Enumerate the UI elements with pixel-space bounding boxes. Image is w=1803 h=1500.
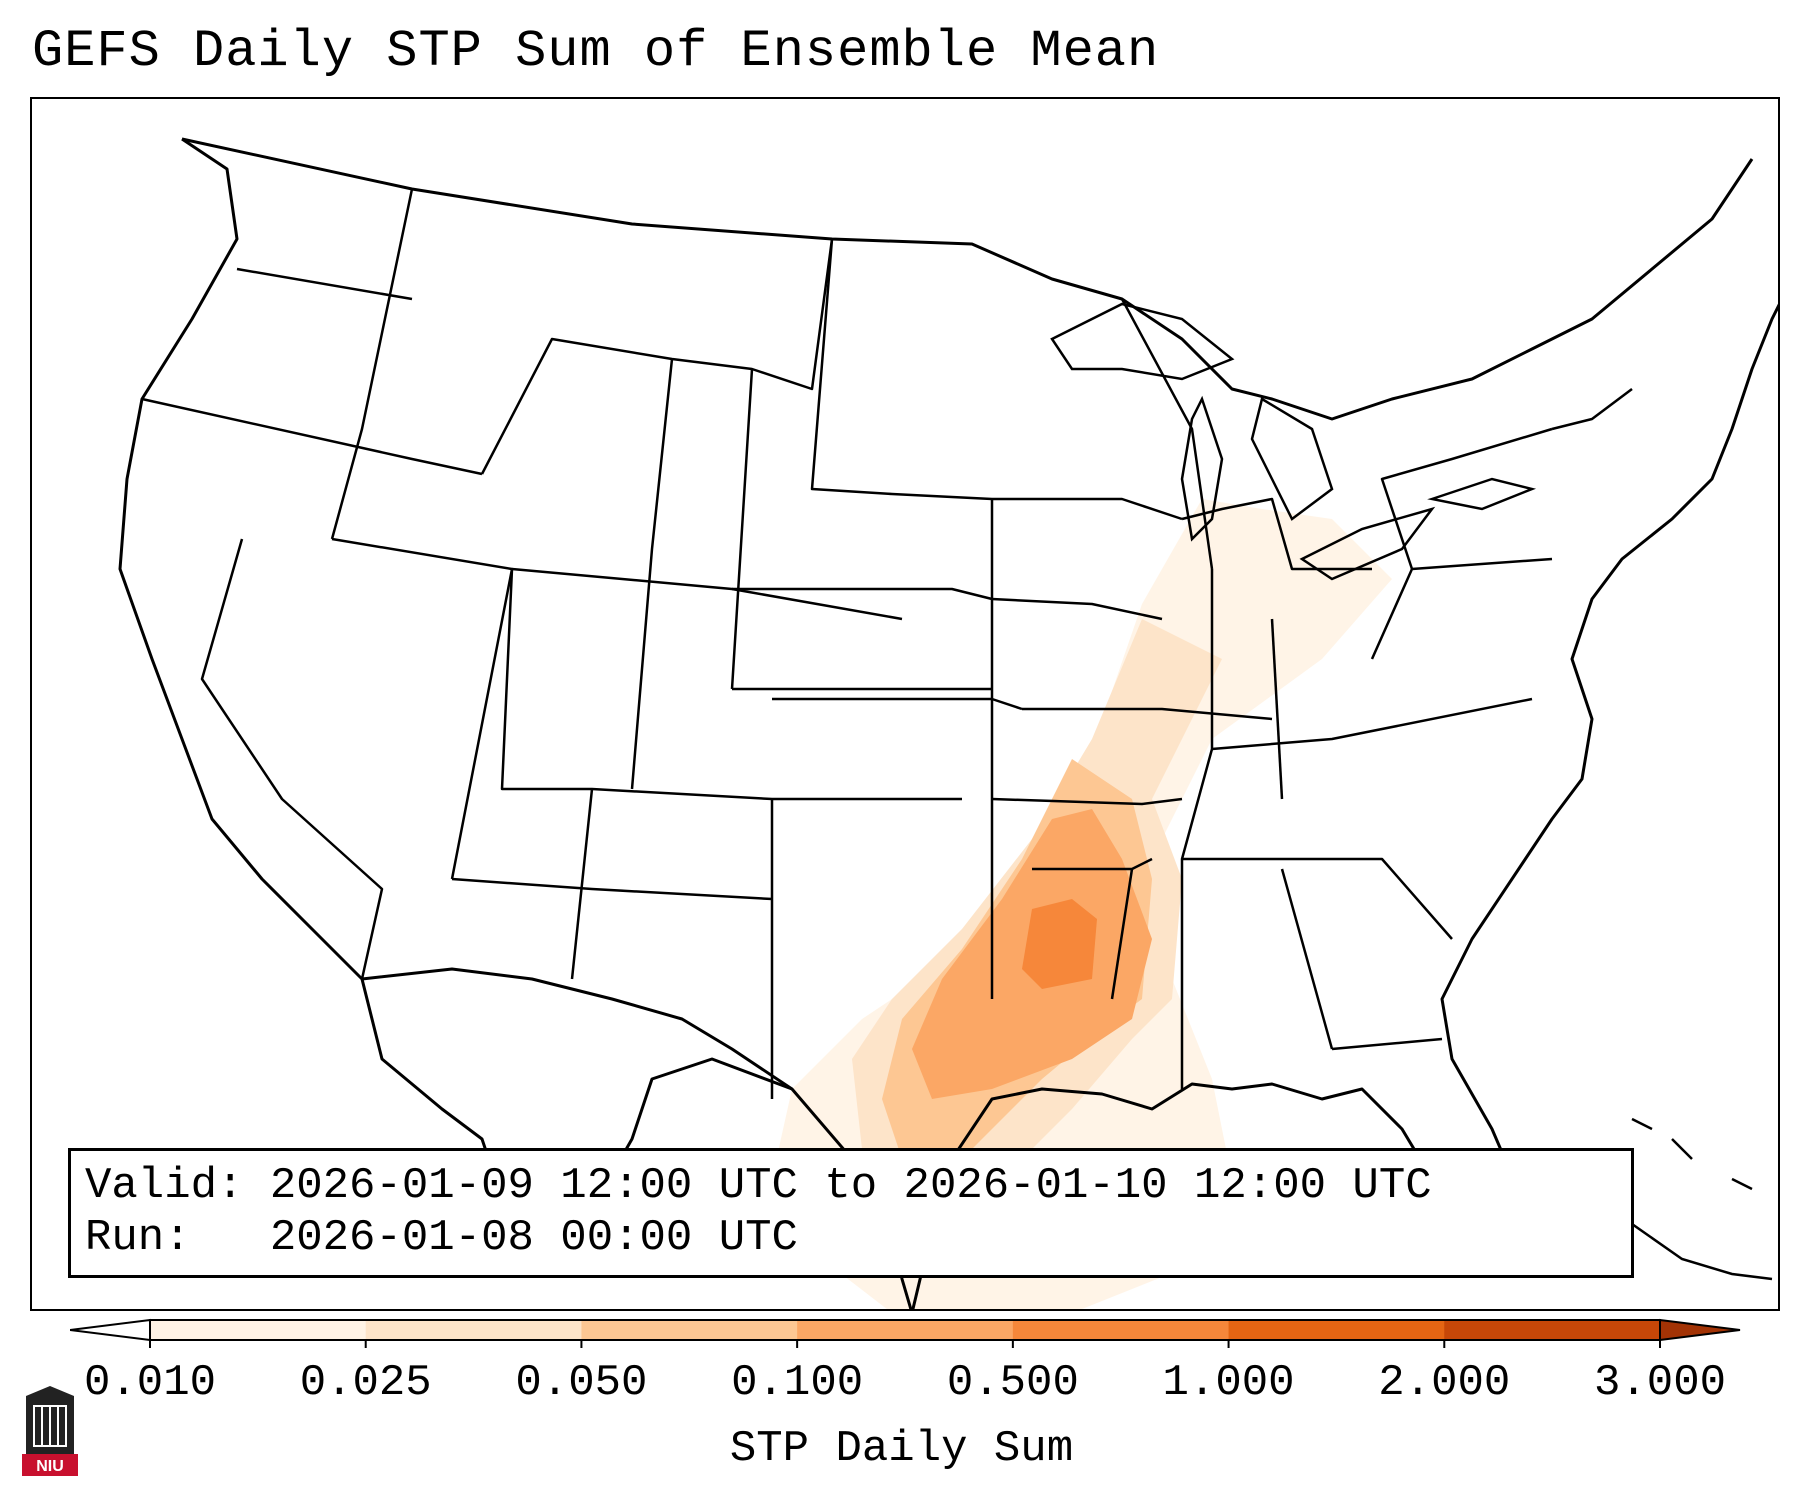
valid-run-info-box: Valid: 2026-01-09 12:00 UTC to 2026-01-1… [68,1148,1634,1278]
state-border [330,188,414,540]
state-border [1380,427,1553,570]
colorbar-tick-label: 0.100 [731,1358,864,1408]
island-outline [1631,1117,1653,1131]
state-border [1110,868,1134,1000]
colorbar [70,1318,1741,1348]
state-border [511,567,903,621]
mexico-border [361,967,793,1091]
colorbar-segment [1012,1320,1230,1340]
colorbar-extend-low [70,1318,151,1342]
lake-ontario [1427,477,1537,511]
state-border [992,497,1183,521]
state-border [1120,298,1214,570]
island-outline [1671,1138,1693,1160]
logo-text: NIU [36,1458,64,1475]
country-borders [118,137,1778,1309]
run-value: 2026-01-08 00:00 UTC [269,1213,798,1263]
run-line: Run: 2026-01-08 00:00 UTC [85,1213,798,1263]
valid-line: Valid: 2026-01-09 12:00 UTC to 2026-01-1… [85,1161,1432,1211]
state-border [480,238,834,475]
state-border [730,368,754,690]
state-border [630,358,674,790]
state-border [1022,707,1273,721]
state-border [991,797,1183,806]
state-border [451,877,773,901]
state-border [1180,569,1214,1089]
great-lakes [1050,302,1537,581]
state-border [236,267,413,301]
colorbar-tick-label: 1.000 [1162,1358,1295,1408]
state-border [1270,618,1284,800]
colorbar-ticks [149,1340,1661,1348]
colorbar-tick-label: 0.500 [946,1358,1079,1408]
state-borders [141,188,1633,1099]
island-outline [1731,1177,1753,1191]
state-border [570,788,594,980]
colorbar-segments [149,1319,1661,1341]
valid-label: Valid: [85,1161,244,1211]
colorbar-segment [150,1320,367,1340]
map-title: GEFS Daily STP Sum of Ensemble Mean [32,22,1160,81]
canada-border [181,137,1754,421]
stp-shading [772,499,1392,1309]
state-border [331,537,514,880]
state-border [772,697,1023,711]
lake-superior [1050,302,1235,381]
colorbar-segment [1444,1320,1661,1340]
state-border [1370,557,1553,660]
us-coastline [118,137,913,1309]
state-border [141,397,483,476]
colorbar-segment [797,1320,1014,1340]
colorbar-tick-label: 0.010 [83,1358,217,1408]
run-label: Run: [85,1213,191,1263]
colorbar-tick-label: 2.000 [1378,1358,1511,1408]
colorbar-segment [365,1320,582,1340]
lake-michigan [1180,395,1224,542]
state-border [1211,697,1533,751]
state-border [1551,388,1633,431]
colorbar-tick-label: 3.000 [1593,1358,1727,1408]
colorbar-segment [1228,1320,1445,1340]
state-border [1331,1037,1443,1051]
state-border [810,238,993,501]
state-border [200,538,384,980]
lake-erie [1299,506,1436,581]
map-frame: Valid: 2026-01-09 12:00 UTC to 2026-01-1… [30,97,1780,1311]
state-border [732,587,993,601]
colorbar-segment [581,1320,798,1340]
state-border [1280,868,1334,1050]
colorbar-extend-high [1659,1318,1741,1342]
logo-band [22,1454,78,1476]
colorbar-label: STP Daily Sum [729,1424,1074,1474]
state-border [1182,857,1453,940]
colorbar-tick-label: 0.050 [515,1358,648,1408]
colorbar-tick-label: 0.025 [299,1358,432,1408]
valid-value: 2026-01-09 12:00 UTC to 2026-01-10 12:00… [269,1161,1432,1211]
state-border [991,597,1163,621]
stp-shade-peak [1022,899,1097,989]
base-map [118,137,1778,1309]
niu-logo: NIU [22,1386,78,1476]
lake-huron [1250,397,1334,521]
